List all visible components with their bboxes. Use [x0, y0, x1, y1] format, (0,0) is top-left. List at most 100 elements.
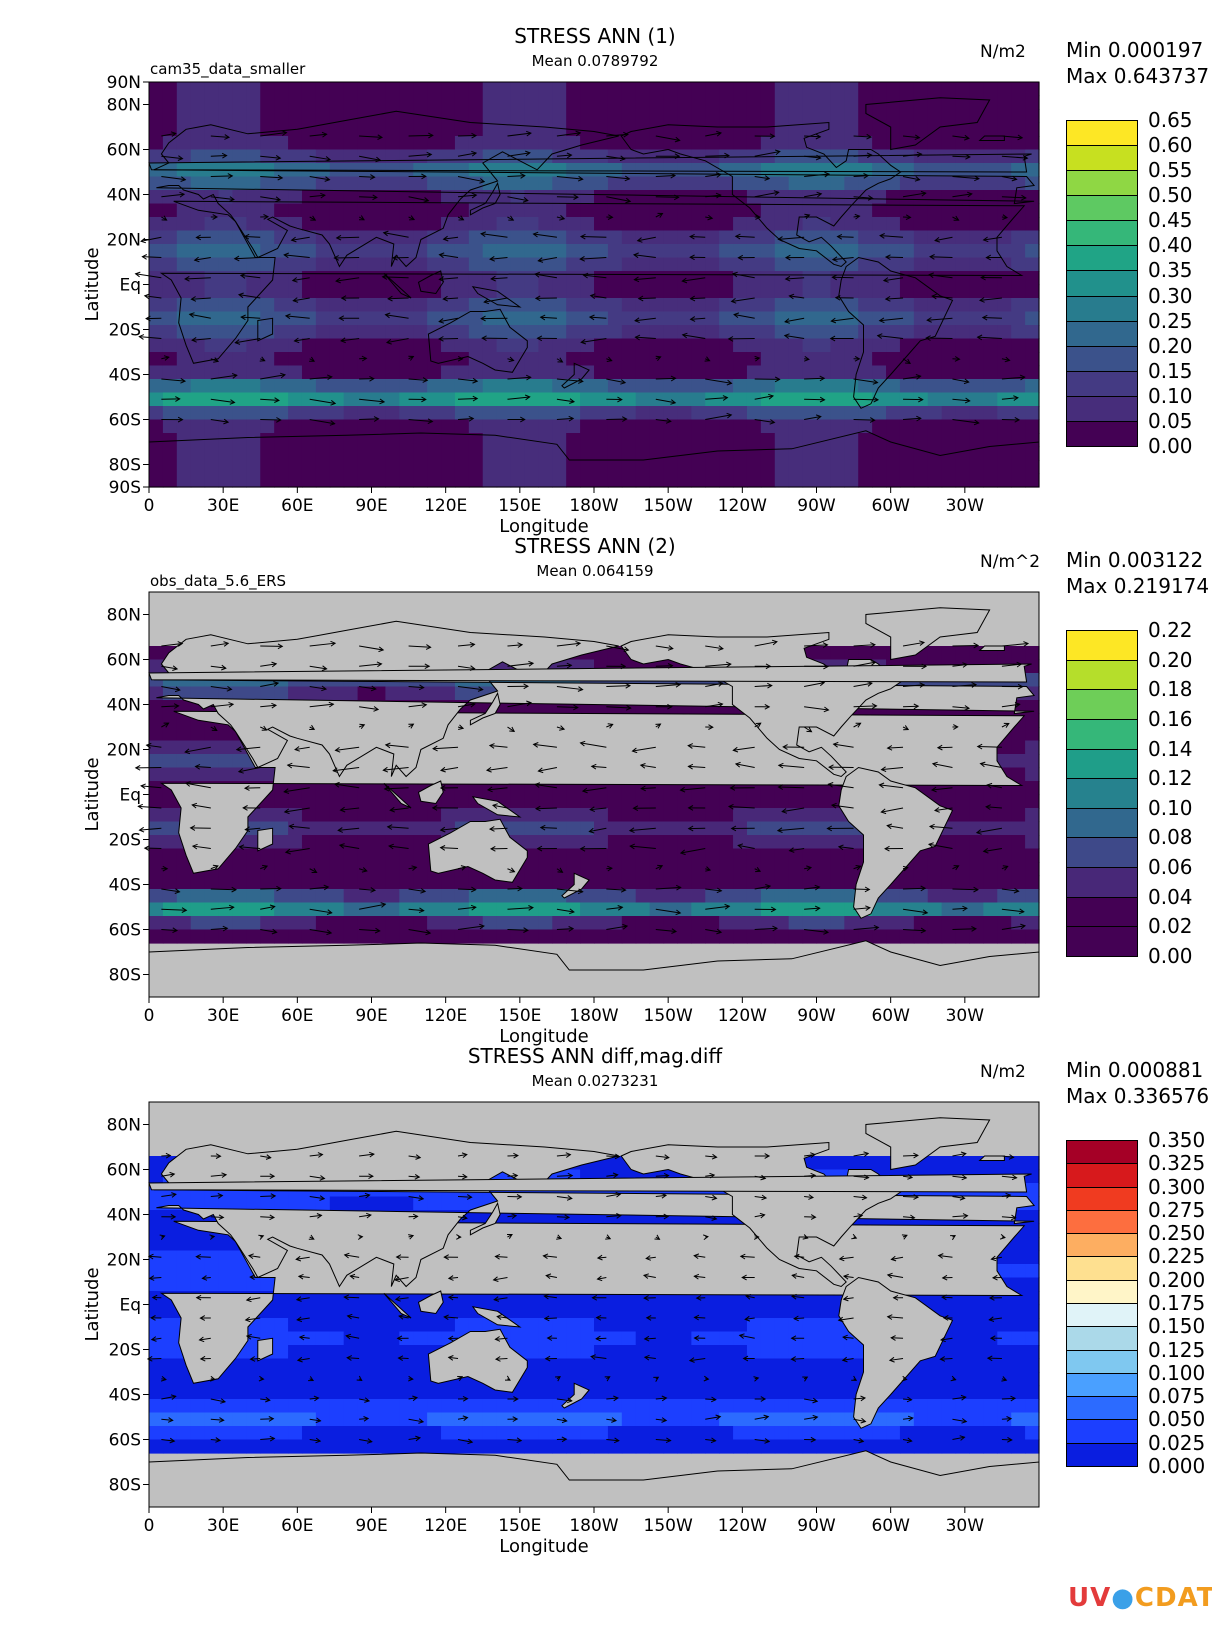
y-axis-label: Latitude: [82, 757, 103, 831]
colorbar-level-label: 0.08: [1148, 825, 1193, 850]
panel-title: STRESS ANN diff,mag.diff: [467, 1044, 723, 1068]
y-tick-label: 20N: [107, 741, 141, 761]
colorbar-swatch: [1066, 748, 1138, 780]
colorbar-level-label: 0.40: [1148, 233, 1193, 258]
y-tick-label: 80S: [109, 456, 141, 476]
colorbar-level-label: 0.225: [1148, 1244, 1206, 1269]
x-tick-label: 0: [144, 496, 155, 516]
x-tick-label: 120E: [424, 496, 467, 516]
units-label: N/m2: [980, 1062, 1026, 1082]
panel-mean: Mean 0.064159: [536, 562, 654, 580]
x-tick-label: 180W: [569, 496, 618, 516]
y-tick-label: Eq: [119, 1296, 141, 1316]
uvcdat-logo: UV●CDAT: [1068, 1583, 1212, 1613]
x-axis-label: Longitude: [499, 1026, 589, 1047]
x-tick-label: 150E: [498, 1006, 541, 1026]
colorbar-swatch: [1066, 1372, 1138, 1398]
y-tick-label: 60N: [107, 1161, 141, 1181]
globe-icon: ●: [1111, 1583, 1135, 1613]
y-tick-label: 40N: [107, 696, 141, 716]
map-plot: 0 30E 60E 90E 120E 150E 180W 150W 120W 90W 60W 30W L…: [82, 591, 1040, 1047]
colorbar-level-label: 0.04: [1148, 884, 1193, 909]
y-tick-label: 80N: [107, 606, 141, 626]
colorbar-level-label: 0.350: [1148, 1128, 1206, 1152]
colorbar-swatch: [1066, 1256, 1138, 1281]
y-axis-label: Latitude: [82, 1267, 103, 1341]
x-tick-label: 150W: [644, 496, 693, 516]
colorbar-level-label: 0.00: [1148, 434, 1193, 458]
logo-text-cdat: CDAT: [1134, 1583, 1212, 1613]
colorbar-level-label: 0.200: [1148, 1267, 1206, 1292]
dataset-name: obs_data_5.6_ERS: [150, 572, 287, 590]
colorbar-swatch: [1066, 1419, 1138, 1444]
y-axis-label: Latitude: [82, 247, 103, 321]
colorbar-level-label: 0.25: [1148, 308, 1193, 333]
colorbar-level-label: 0.100: [1148, 1360, 1206, 1385]
colorbar-level-label: 0.050: [1148, 1407, 1206, 1432]
colorbar-swatch: [1066, 689, 1138, 720]
colorbar-swatch: [1066, 807, 1138, 839]
colorbar-level-label: 0.325: [1148, 1151, 1206, 1176]
colorbar-level-label: 0.250: [1148, 1221, 1206, 1246]
colorbar-swatch: [1066, 926, 1138, 957]
max-value: Max 0.219174: [1066, 574, 1210, 598]
x-tick-label: 30E: [207, 1006, 239, 1026]
units-label: N/m^2: [980, 552, 1041, 572]
x-tick-label: 180W: [569, 1006, 618, 1026]
x-axis-label: Longitude: [499, 1536, 589, 1557]
colorbar-level-label: 0.30: [1148, 283, 1193, 308]
colorbar-swatch: [1066, 1140, 1138, 1165]
x-tick-label: 60E: [281, 1006, 313, 1026]
y-tick-label: 60S: [109, 921, 141, 941]
y-tick-label: Eq: [119, 276, 141, 296]
colorbar-level-label: 0.175: [1148, 1291, 1206, 1315]
colorbar-level-label: 0.65: [1148, 108, 1193, 132]
colorbar-swatch: [1066, 630, 1138, 661]
map-panel-3: STRESS ANN diff,mag.diff Mean 0.0273231 N/…: [0, 1020, 1212, 1557]
colorbar-swatch: [1066, 345, 1138, 372]
colorbar-level-label: 0.125: [1148, 1337, 1206, 1362]
colorbar-swatch: [1066, 659, 1138, 691]
colorbar-swatch: [1066, 120, 1138, 147]
panel-title: STRESS ANN (1): [514, 24, 676, 48]
colorbar-level-label: 0.22: [1148, 618, 1193, 642]
y-tick-label: 60N: [107, 651, 141, 671]
x-tick-label: 90E: [355, 1006, 387, 1026]
y-tick-label: 20N: [107, 231, 141, 251]
y-tick-label: 20S: [109, 831, 141, 851]
panel-mean: Mean 0.0273231: [531, 1072, 659, 1090]
colorbar-swatch: [1066, 1326, 1138, 1351]
x-tick-label: 30W: [946, 496, 985, 516]
colorbar-level-label: 0.35: [1148, 258, 1193, 283]
x-tick-label: 150W: [644, 1006, 693, 1026]
colorbar-swatch: [1066, 1186, 1138, 1211]
y-tick-label: 80S: [109, 1476, 141, 1496]
panel-title: STRESS ANN (2): [514, 534, 676, 558]
colorbar-level-label: 0.18: [1148, 677, 1193, 702]
colorbar-swatch: [1066, 1303, 1138, 1328]
x-tick-label: 120E: [424, 1516, 467, 1536]
colorbar-swatch: [1066, 145, 1138, 172]
wind-arrows: [134, 639, 1030, 936]
colorbar-swatch: [1066, 778, 1138, 809]
y-tick-label: Eq: [119, 786, 141, 806]
x-tick-label: 0: [144, 1006, 155, 1026]
colorbar-level-label: 0.025: [1148, 1430, 1206, 1455]
map-panel-2: STRESS ANN (2) Mean 0.064159 obs_data_5.6_…: [0, 510, 1212, 1047]
panel-mean: Mean 0.0789792: [531, 52, 659, 70]
colorbar-level-label: 0.14: [1148, 736, 1193, 761]
colorbar-swatch: [1066, 420, 1138, 447]
min-value: Min 0.000197: [1066, 38, 1204, 62]
x-tick-label: 30E: [207, 1516, 239, 1536]
y-tick-label: 90N: [107, 73, 141, 93]
y-tick-label: 40N: [107, 1206, 141, 1226]
colorbar-swatch: [1066, 1279, 1138, 1304]
y-tick-label: 80N: [107, 96, 141, 116]
y-tick-label: 60S: [109, 1431, 141, 1451]
x-tick-label: 120W: [718, 1006, 767, 1026]
x-tick-label: 150E: [498, 1516, 541, 1536]
x-tick-label: 30W: [946, 1516, 985, 1536]
colorbar-level-label: 0.300: [1148, 1174, 1206, 1199]
colorbar-level-label: 0.000: [1148, 1454, 1206, 1478]
map-panel-1: STRESS ANN (1) Mean 0.0789792 cam35_data_s…: [0, 0, 1212, 537]
